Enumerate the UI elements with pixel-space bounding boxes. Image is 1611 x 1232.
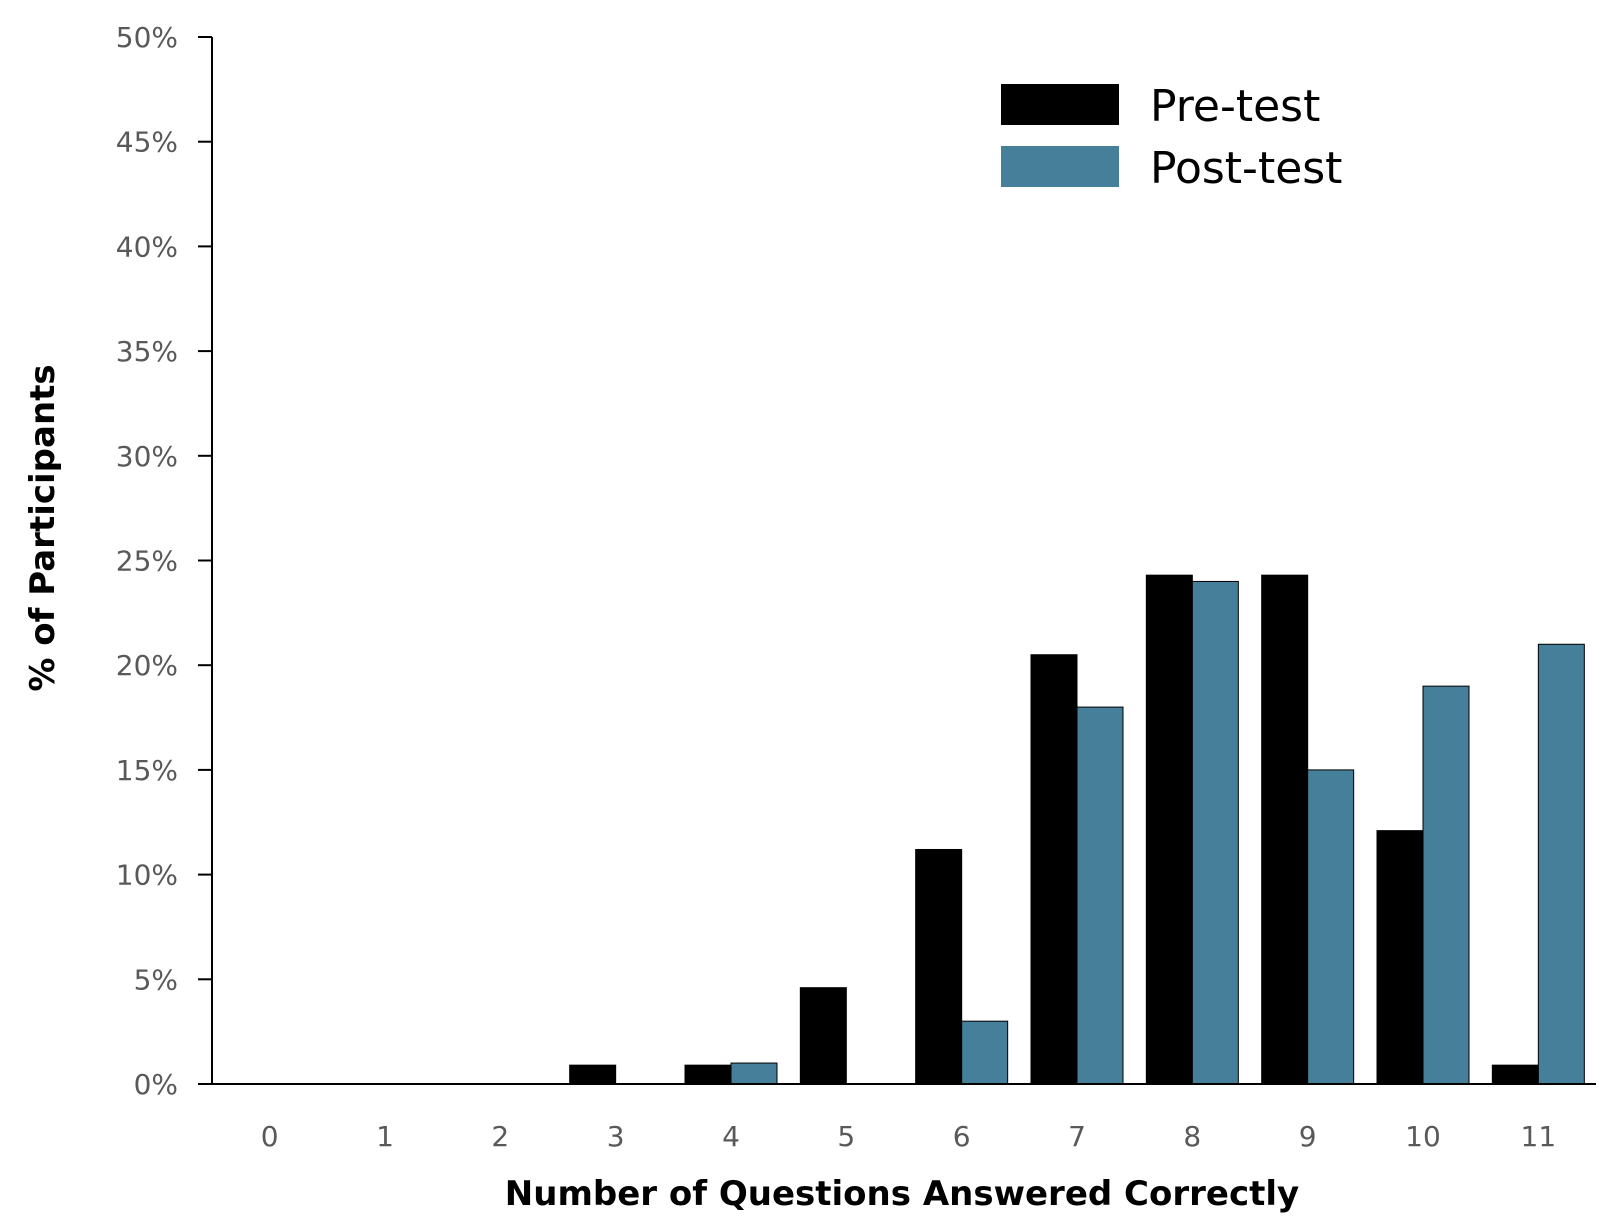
y-tick-label: 20% [116, 649, 178, 682]
x-tick-label: 10 [1405, 1120, 1441, 1153]
bar-pre-test-9 [1261, 574, 1309, 1085]
x-axis-ticks: 0 1 2 3 4 5 6 7 8 9 10 11 [261, 1120, 1556, 1153]
x-tick-label: 1 [376, 1120, 394, 1153]
bar-post-test-6 [961, 1020, 1009, 1085]
x-tick-label: 4 [722, 1120, 740, 1153]
bar-post-test-11 [1537, 643, 1585, 1085]
y-tick-label: 10% [116, 859, 178, 892]
y-axis-ticks: 0% 5% 10% 15% 20% 25% 30% 35% 40% 45% 50% [116, 21, 212, 1101]
x-tick-label: 9 [1299, 1120, 1317, 1153]
bar-post-test-4 [730, 1062, 778, 1085]
y-tick-label: 15% [116, 754, 178, 787]
bar-pre-test-7 [1030, 654, 1078, 1085]
y-tick-label: 50% [116, 21, 178, 54]
x-tick-label: 8 [1183, 1120, 1201, 1153]
bar-post-test-9 [1307, 769, 1355, 1085]
y-tick-label: 45% [116, 126, 178, 159]
legend-swatch-pre-test [1001, 84, 1119, 125]
bar-pre-test-3 [569, 1064, 617, 1085]
x-tick-label: 5 [837, 1120, 855, 1153]
bar-pre-test-6 [915, 848, 963, 1085]
y-tick-label: 5% [134, 963, 178, 996]
bar-post-test-8 [1191, 580, 1239, 1085]
x-tick-label: 3 [607, 1120, 625, 1153]
bar-pre-test-10 [1376, 830, 1424, 1085]
y-axis-title: % of Participants [23, 364, 63, 691]
y-tick-label: 40% [116, 230, 178, 263]
y-tick-label: 30% [116, 440, 178, 473]
x-tick-label: 7 [1068, 1120, 1086, 1153]
bars [569, 574, 1585, 1085]
legend-label-post-test: Post-test [1150, 143, 1342, 194]
bar-pre-test-11 [1491, 1064, 1539, 1085]
bar-pre-test-4 [684, 1064, 732, 1085]
x-tick-label: 6 [953, 1120, 971, 1153]
x-tick-label: 2 [491, 1120, 509, 1153]
y-tick-label: 0% [134, 1068, 178, 1101]
x-tick-label: 11 [1521, 1120, 1557, 1153]
x-tick-label: 0 [261, 1120, 279, 1153]
bar-post-test-10 [1422, 685, 1470, 1085]
bar-post-test-7 [1076, 706, 1124, 1085]
legend-label-pre-test: Pre-test [1150, 81, 1320, 132]
legend-swatch-post-test [1001, 146, 1119, 187]
bar-pre-test-5 [799, 987, 847, 1085]
y-tick-label: 25% [116, 545, 178, 578]
legend: Pre-test Post-test [1001, 81, 1342, 194]
y-tick-label: 35% [116, 335, 178, 368]
bar-pre-test-8 [1145, 574, 1193, 1085]
x-axis-title: Number of Questions Answered Correctly [505, 1174, 1299, 1214]
